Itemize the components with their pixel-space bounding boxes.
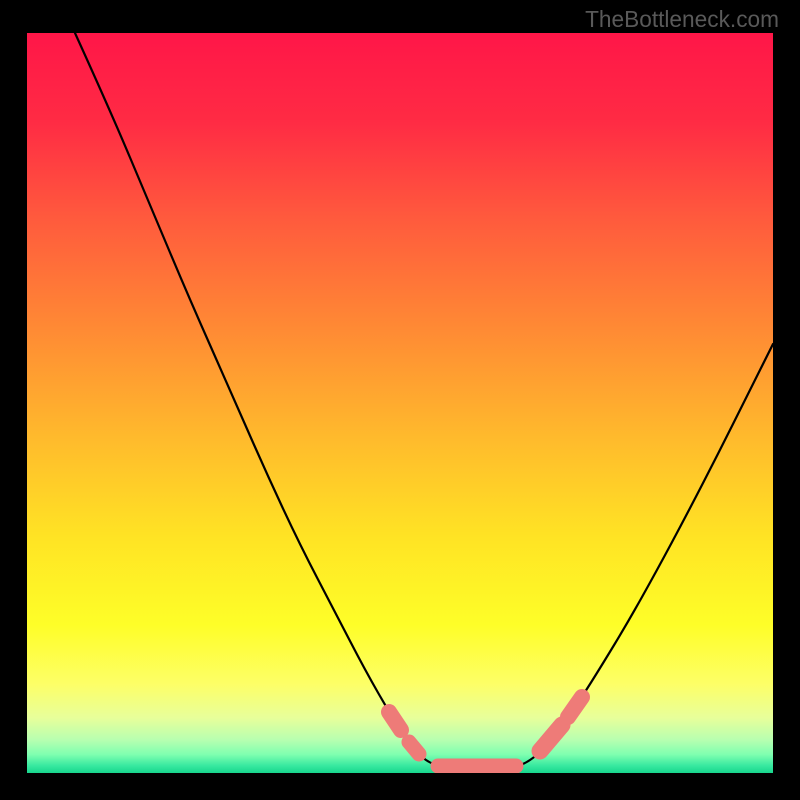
watermark-text: TheBottleneck.com	[585, 6, 779, 33]
plot-background	[27, 33, 773, 773]
chart-root: TheBottleneck.com	[0, 0, 800, 800]
marker-segment-1	[409, 742, 419, 754]
marker-segment-0	[389, 712, 401, 730]
chart-svg	[0, 0, 800, 800]
